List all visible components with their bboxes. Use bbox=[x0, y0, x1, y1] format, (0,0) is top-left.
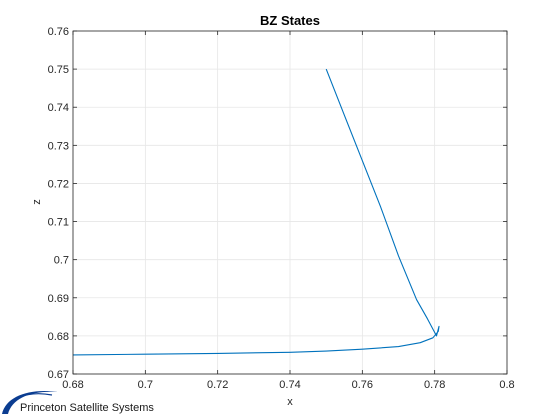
x-tick-label: 0.76 bbox=[352, 379, 373, 391]
x-tick-label: 0.68 bbox=[62, 379, 83, 391]
y-axis-label: z bbox=[31, 199, 43, 205]
y-tick-label: 0.71 bbox=[48, 217, 69, 229]
logo-text: Princeton Satellite Systems bbox=[20, 402, 154, 414]
y-tick-label: 0.68 bbox=[48, 331, 69, 343]
y-tick-label: 0.76 bbox=[48, 26, 69, 38]
y-tick-label: 0.67 bbox=[48, 369, 69, 381]
x-tick-label: 0.78 bbox=[424, 379, 445, 391]
chart-title: BZ States bbox=[260, 13, 320, 28]
x-tick-label: 0.7 bbox=[138, 379, 153, 391]
y-tick-label: 0.75 bbox=[48, 64, 69, 76]
y-tick-label: 0.72 bbox=[48, 178, 69, 190]
x-axis-label: x bbox=[287, 396, 293, 408]
y-tick-label: 0.69 bbox=[48, 293, 69, 305]
y-tick-label: 0.73 bbox=[48, 140, 69, 152]
x-tick-label: 0.74 bbox=[279, 379, 300, 391]
tick-layer: 0.68 0.7 0.72 0.74 0.76 0.78 0.80.670.680.690.… bbox=[48, 26, 515, 391]
company-logo: Princeton Satellite Systems bbox=[2, 390, 154, 414]
grid-layer bbox=[72, 30, 508, 375]
logo-swoosh-icon bbox=[2, 390, 58, 414]
x-tick-label: 0.72 bbox=[207, 379, 228, 391]
series-line bbox=[72, 68, 440, 356]
x-tick-label: 0.8 bbox=[499, 379, 514, 391]
series-layer bbox=[72, 68, 440, 356]
y-tick-label: 0.7 bbox=[54, 255, 69, 267]
y-tick-label: 0.74 bbox=[48, 102, 69, 114]
logo-arc-icon bbox=[9, 393, 53, 405]
